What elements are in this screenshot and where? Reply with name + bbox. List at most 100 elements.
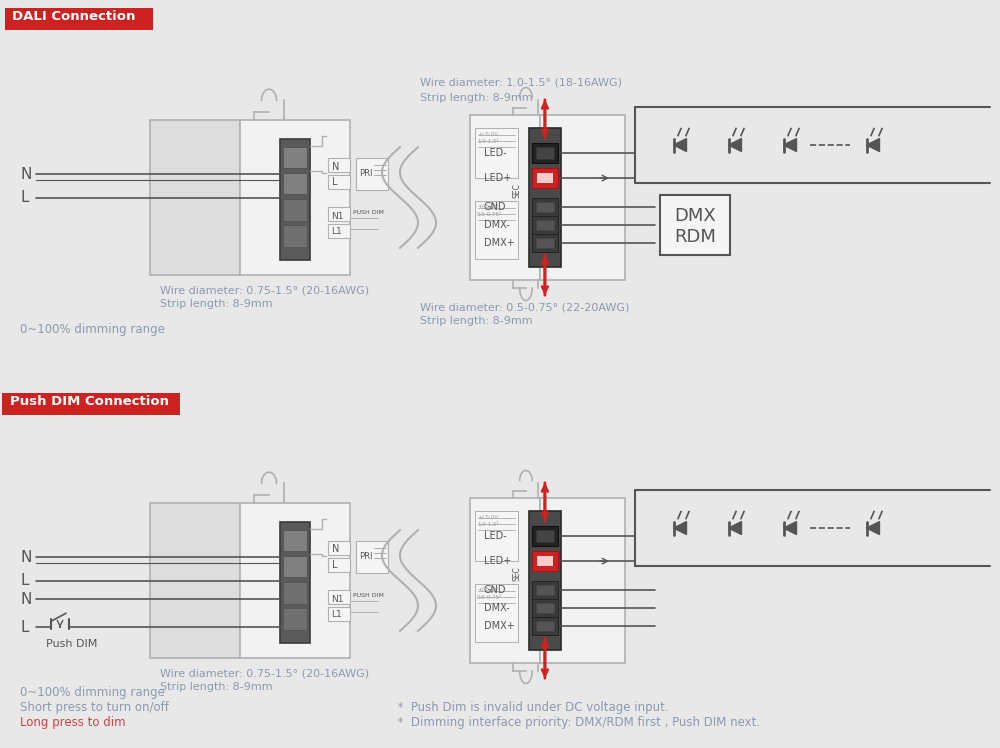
Bar (532, 234, 558, 252)
Bar (537, 173, 553, 183)
Text: PUSH DIM: PUSH DIM (353, 210, 384, 215)
Text: Push DIM: Push DIM (46, 640, 97, 649)
Text: LED-: LED- (484, 148, 507, 158)
Bar (532, 198, 558, 216)
Polygon shape (784, 138, 796, 152)
Bar (540, 115, 625, 280)
Bar (532, 599, 558, 617)
Text: +/-5.0V: +/-5.0V (477, 586, 498, 592)
Text: +/-5.0V: +/-5.0V (477, 131, 498, 136)
Bar (328, 557, 350, 571)
Text: PRI: PRI (359, 552, 373, 561)
Bar (475, 200, 518, 259)
Text: Strip length: 8-9mm: Strip length: 8-9mm (160, 299, 273, 309)
Bar (328, 590, 350, 604)
Bar (280, 521, 310, 643)
Text: Wire diameter: 1.0-1.5° (18-16AWG): Wire diameter: 1.0-1.5° (18-16AWG) (420, 77, 622, 87)
Bar (470, 115, 540, 280)
Text: DALI Connection: DALI Connection (12, 10, 135, 23)
Bar (532, 551, 558, 571)
Bar (532, 526, 558, 546)
Text: 1.0-1.5²: 1.0-1.5² (477, 139, 499, 144)
Bar (532, 216, 558, 234)
Polygon shape (728, 138, 742, 152)
Text: DMX-: DMX- (484, 603, 510, 613)
Bar (283, 147, 307, 168)
Bar (529, 511, 561, 650)
Text: L: L (20, 573, 28, 588)
Bar (536, 202, 554, 212)
Text: DMX: DMX (674, 207, 716, 225)
Text: L1: L1 (331, 610, 342, 619)
Bar (283, 199, 307, 221)
Text: L: L (332, 560, 338, 569)
Bar (475, 128, 518, 178)
Text: Wire diameter: 0.75-1.5° (20-16AWG): Wire diameter: 0.75-1.5° (20-16AWG) (160, 285, 369, 295)
Bar (283, 608, 307, 630)
Text: Strip length: 8-9mm: Strip length: 8-9mm (420, 316, 533, 326)
Bar (328, 158, 350, 171)
Text: DMX+: DMX+ (484, 622, 515, 631)
Bar (5, 8, 153, 30)
Text: Strip length: 8-9mm: Strip length: 8-9mm (420, 93, 533, 103)
Bar (280, 138, 310, 260)
Text: +/-5.0V: +/-5.0V (477, 203, 498, 209)
Polygon shape (866, 521, 880, 535)
Bar (328, 541, 350, 554)
Bar (283, 556, 307, 577)
Text: LED+: LED+ (484, 556, 511, 566)
Text: DMX+: DMX+ (484, 239, 515, 248)
Text: PRI: PRI (359, 169, 373, 178)
Bar (536, 220, 554, 230)
Bar (356, 158, 388, 189)
Bar (536, 585, 554, 595)
Bar (470, 498, 540, 663)
Bar (537, 556, 553, 566)
Text: L: L (20, 190, 28, 205)
Bar (536, 622, 554, 631)
Bar (529, 128, 561, 267)
Bar (283, 530, 307, 551)
Bar (328, 224, 350, 238)
Bar (532, 581, 558, 599)
Polygon shape (866, 138, 880, 152)
Bar (240, 120, 350, 275)
Text: Short press to turn on/off: Short press to turn on/off (20, 701, 169, 714)
Bar (536, 147, 554, 159)
Text: +/-5.0V: +/-5.0V (477, 514, 498, 519)
Text: Push DIM Connection: Push DIM Connection (10, 395, 169, 408)
Text: SEC: SEC (512, 183, 521, 198)
Text: 0~100% dimming range: 0~100% dimming range (20, 323, 165, 336)
Text: L: L (332, 177, 338, 186)
Bar (536, 603, 554, 613)
Bar (328, 174, 350, 188)
Text: L1: L1 (331, 227, 342, 236)
Bar (356, 541, 388, 572)
Bar (660, 195, 730, 255)
Bar (2, 393, 180, 415)
Bar (150, 120, 240, 275)
Text: N: N (332, 545, 339, 554)
Text: SEC: SEC (512, 566, 521, 581)
Text: N: N (20, 167, 31, 182)
Text: 1.0-1.5²: 1.0-1.5² (477, 522, 499, 527)
Bar (283, 173, 307, 194)
Text: N: N (332, 162, 339, 171)
Polygon shape (728, 521, 742, 535)
Text: Long press to dim: Long press to dim (20, 716, 126, 729)
Text: 0.5-0.75²: 0.5-0.75² (477, 212, 502, 217)
Bar (532, 143, 558, 163)
Text: 0~100% dimming range: 0~100% dimming range (20, 686, 165, 699)
Text: *  Push Dim is invalid under DC voltage input.: * Push Dim is invalid under DC voltage i… (390, 701, 669, 714)
Text: 0.5-0.75²: 0.5-0.75² (477, 595, 502, 600)
Text: *  Dimming interface priority: DMX/RDM first , Push DIM next.: * Dimming interface priority: DMX/RDM fi… (390, 716, 760, 729)
Text: N: N (20, 550, 31, 565)
Bar (540, 498, 625, 663)
Bar (150, 503, 240, 658)
Text: GND: GND (484, 202, 506, 212)
Bar (328, 207, 350, 221)
Text: Wire diameter: 0.75-1.5° (20-16AWG): Wire diameter: 0.75-1.5° (20-16AWG) (160, 668, 369, 678)
Text: Strip length: 8-9mm: Strip length: 8-9mm (160, 682, 273, 692)
Bar (475, 511, 518, 561)
Bar (532, 168, 558, 188)
